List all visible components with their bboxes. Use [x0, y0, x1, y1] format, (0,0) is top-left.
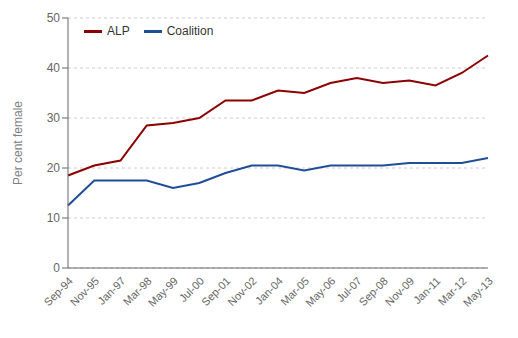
html-text:ALP: ALP [107, 24, 130, 38]
svg-text:Jan-04: Jan-04 [252, 274, 286, 307]
svg-text:Jan-11: Jan-11 [410, 274, 443, 307]
svg-text:Jan-97: Jan-97 [95, 274, 128, 307]
svg-text:Mar-98: Mar-98 [120, 274, 154, 308]
svg-text:Mar-05: Mar-05 [278, 274, 312, 308]
svg-text:0: 0 [53, 261, 60, 275]
svg-text:May-99: May-99 [146, 275, 180, 309]
svg-text:Per cent female: Per cent female [11, 101, 25, 185]
svg-text:40: 40 [47, 61, 61, 75]
svg-text:Mar-12: Mar-12 [435, 274, 469, 308]
svg-text:Sep-08: Sep-08 [356, 274, 391, 309]
svg-text:50: 50 [47, 11, 61, 25]
svg-text:Sep-94: Sep-94 [41, 274, 76, 309]
svg-text:Nov-02: Nov-02 [225, 275, 259, 309]
svg-text:20: 20 [47, 161, 61, 175]
svg-text:10: 10 [47, 211, 61, 225]
svg-text:30: 30 [47, 111, 61, 125]
svg-text:Nov-09: Nov-09 [383, 275, 417, 309]
html-text:Coalition: Coalition [166, 24, 214, 38]
svg-text:Jul-07: Jul-07 [334, 274, 364, 305]
svg-text:Jul-00: Jul-00 [176, 274, 207, 305]
svg-text:Sep-01: Sep-01 [199, 274, 233, 309]
svg-text:Nov-95: Nov-95 [68, 275, 102, 309]
svg-text:May-13: May-13 [461, 275, 495, 309]
svg-text:May-06: May-06 [303, 275, 337, 309]
